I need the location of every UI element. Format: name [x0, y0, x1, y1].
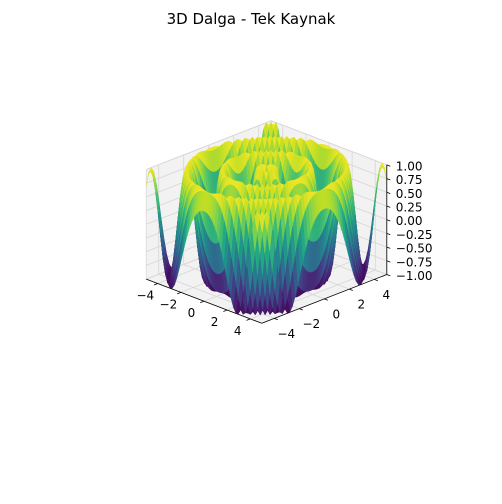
- x-tick: [223, 309, 228, 312]
- x-tick-label: 4: [234, 324, 242, 338]
- x-tick-label: −2: [160, 297, 178, 311]
- z-tick-label: −0.25: [396, 228, 433, 242]
- surface-plot: [145, 122, 388, 316]
- y-tick: [324, 298, 328, 301]
- z-tick: [386, 260, 391, 263]
- y-tick-label: −4: [277, 327, 295, 341]
- z-tick: [386, 219, 391, 222]
- z-tick-label: 0.50: [396, 187, 423, 201]
- y-tick: [374, 279, 378, 282]
- z-tick: [386, 205, 391, 208]
- z-tick-label: −0.75: [396, 255, 433, 269]
- y-tick: [274, 318, 278, 321]
- y-tick-label: 4: [382, 288, 390, 302]
- x-tick: [176, 291, 182, 295]
- z-tick: [386, 178, 391, 181]
- x-tick: [246, 318, 251, 321]
- z-tick: [386, 246, 391, 249]
- y-tick-label: 0: [332, 307, 340, 321]
- x-tick-label: −4: [136, 289, 154, 303]
- y-tick-label: −2: [302, 317, 320, 331]
- z-tick: [386, 191, 391, 194]
- z-tick-label: 0.25: [396, 201, 423, 215]
- z-tick-label: −0.50: [396, 242, 433, 256]
- z-tick: [386, 274, 391, 277]
- z-tick-label: 0.00: [396, 214, 423, 228]
- y-tick: [299, 308, 303, 311]
- x-tick-label: 2: [211, 315, 219, 329]
- grid-line-z: [271, 120, 387, 166]
- surface-facet: [259, 211, 265, 231]
- grid-line-z: [146, 120, 272, 170]
- z-tick: [386, 164, 391, 167]
- x-tick: [153, 283, 158, 286]
- z-tick-label: −1.00: [396, 269, 433, 283]
- y-tick: [349, 288, 353, 291]
- z-tick-label: 1.00: [396, 159, 423, 173]
- y-tick-label: 2: [357, 298, 365, 312]
- z-tick: [386, 233, 391, 236]
- z-tick-label: 0.75: [396, 173, 423, 187]
- x-tick: [200, 300, 205, 304]
- x-tick-label: 0: [188, 306, 196, 320]
- chart-title: 3D Dalga - Tek Kaynak: [167, 10, 336, 28]
